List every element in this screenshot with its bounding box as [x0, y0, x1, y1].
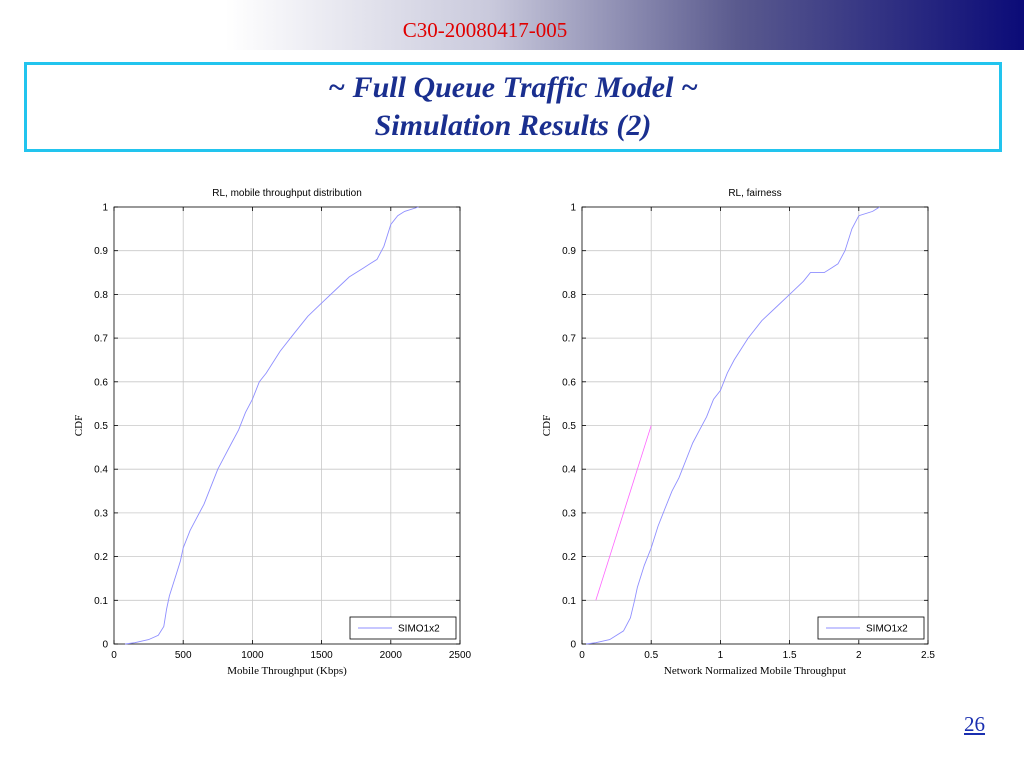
title-box: ~ Full Queue Traffic Model ~ Simulation … [24, 62, 1002, 152]
page-number-link[interactable]: 26 [964, 712, 985, 736]
chart1-ytick-label: 0.9 [94, 246, 108, 257]
chart1-ytick-label: 1 [102, 203, 108, 214]
chart2-x-axis-label: Network Normalized Mobile Throughput [664, 665, 846, 677]
chart2-ytick-label: 0.4 [562, 465, 576, 476]
slide-title-line1: ~ Full Queue Traffic Model ~ [327, 71, 699, 104]
document-id: C30-20080417-005 [402, 18, 568, 42]
chart1-y-axis-label: CDF [73, 415, 85, 436]
chart2-xtick-label: 0.5 [644, 650, 658, 661]
chart2-xtick-label: 1.5 [783, 650, 797, 661]
chart1-xtick-label: 1000 [241, 650, 264, 661]
chart1-ytick-label: 0 [102, 640, 108, 651]
chart2-xtick-label: 1 [718, 650, 724, 661]
chart2-ytick-label: 0 [570, 640, 576, 651]
chart1-ytick-label: 0.3 [94, 508, 108, 519]
chart2-title: RL, fairness [728, 188, 781, 199]
chart1-ytick-label: 0.8 [94, 290, 108, 301]
slide-title-line2: Simulation Results (2) [374, 109, 652, 142]
chart1-ytick-label: 0.6 [94, 377, 108, 388]
chart1-series-line-0 [125, 206, 419, 645]
chart2-ytick-label: 0.1 [562, 596, 576, 607]
chart1-ytick-label: 0.1 [94, 596, 108, 607]
chart-left-svg: 0 500 1000 1500 2000 2500 0 0.1 0.2 0.3 0.4 0.5 0.6 0… [73, 188, 472, 677]
chart1-xtick-label: 0 [111, 650, 117, 661]
chart1-x-axis-label: Mobile Throughput (Kbps) [227, 665, 347, 677]
chart-fairness: 0 0.5 1 1.5 2 2.5 0 0.1 0.2 0.3 0.4 0.5 0.6 0.7 0.8 0.9… [530, 180, 1010, 680]
chart1-legend-box [349, 616, 457, 640]
chart1-legend-label: SIMO1x2 [398, 624, 440, 635]
chart1-ytick-label: 0.5 [94, 421, 108, 432]
chart1-xtick-label: 2500 [449, 650, 472, 661]
chart2-ytick-label: 0.5 [562, 421, 576, 432]
chart2-y-axis-label: CDF [541, 415, 553, 436]
chart2-xtick-label: 0 [579, 650, 585, 661]
header-gradient-bar [0, 0, 1024, 50]
chart1-title: RL, mobile throughput distribution [212, 188, 362, 199]
chart1-xtick-label: 500 [175, 650, 192, 661]
chart2-ytick-label: 0.2 [562, 552, 576, 563]
chart-right-svg: 0 0.5 1 1.5 2 2.5 0 0.1 0.2 0.3 0.4 0.5 0.6 0.7 0.8 0.9… [541, 188, 935, 677]
chart2-ytick-label: 0.6 [562, 377, 576, 388]
chart-throughput-distribution: 0 500 1000 1500 2000 2500 0 0.1 0.2 0.3 0.4 0.5 0.6 0… [62, 180, 542, 680]
chart2-series-line-0 [586, 206, 880, 645]
chart2-ytick-label: 0.8 [562, 290, 576, 301]
chart2-reference-line [595, 425, 652, 601]
chart2-xtick-label: 2 [856, 650, 862, 661]
chart2-xtick-label: 2.5 [921, 650, 935, 661]
chart2-legend-box [817, 616, 925, 640]
chart1-xtick-label: 1500 [310, 650, 333, 661]
chart2-ytick-label: 0.9 [562, 246, 576, 257]
chart2-ytick-label: 0.7 [562, 334, 576, 345]
chart2-legend-label: SIMO1x2 [866, 624, 908, 635]
chart1-ytick-label: 0.7 [94, 334, 108, 345]
chart1-ytick-label: 0.4 [94, 465, 108, 476]
chart1-ytick-label: 0.2 [94, 552, 108, 563]
chart2-ytick-label: 1 [570, 203, 576, 214]
chart2-ytick-label: 0.3 [562, 508, 576, 519]
chart1-xtick-label: 2000 [380, 650, 403, 661]
